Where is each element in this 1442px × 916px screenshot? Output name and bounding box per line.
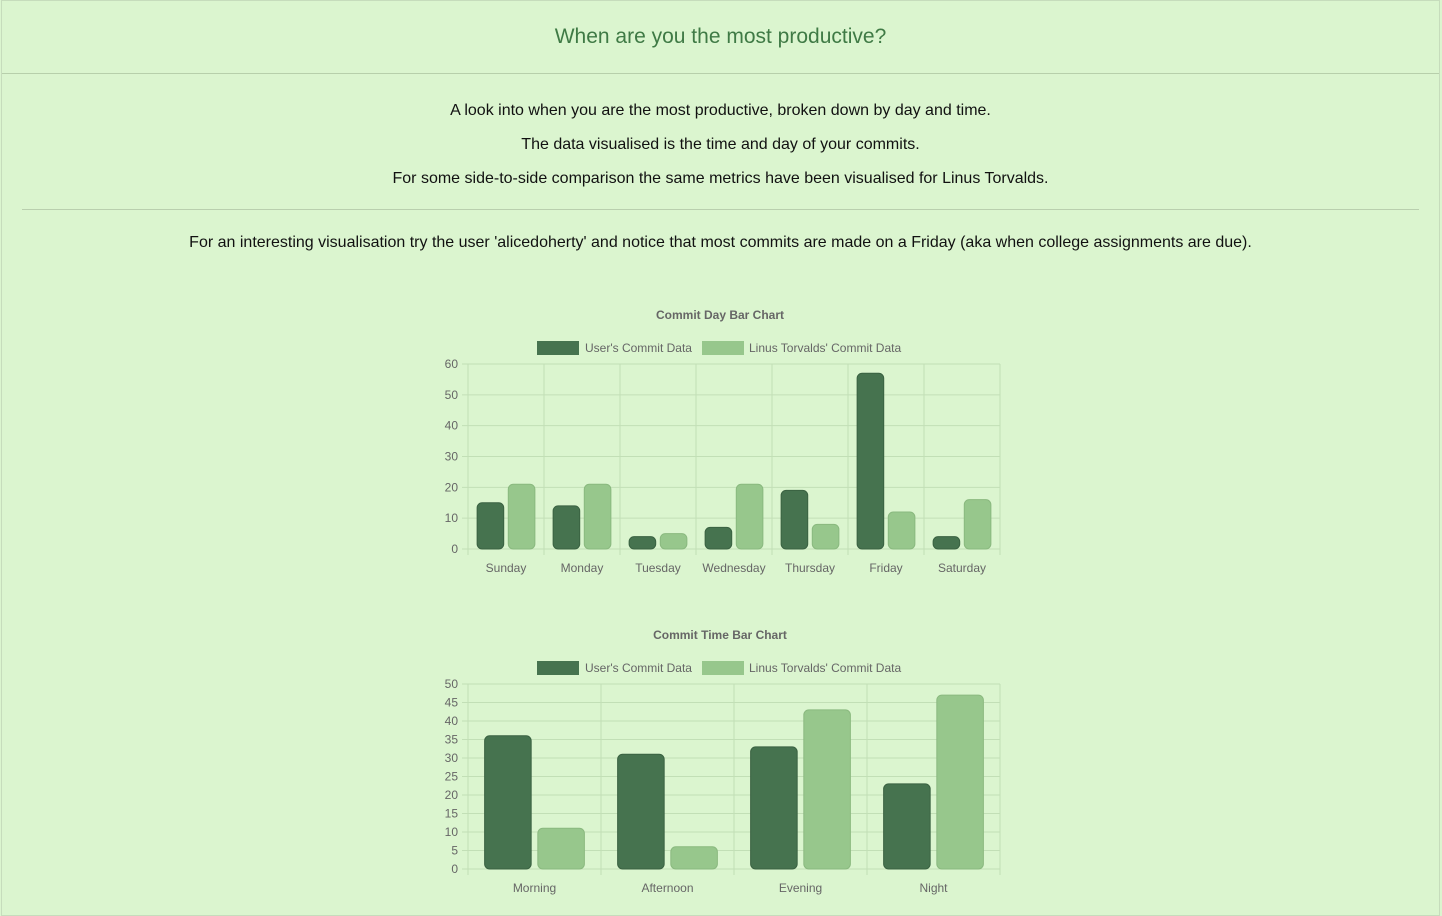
time-chart-xtick-afternoon: Afternoon [641,881,693,895]
divider [22,209,1419,210]
time-chart-legend-label-2: Linus Torvalds' Commit Data [749,661,901,675]
time-chart-bar-linus-evening [803,709,851,870]
time-chart-ytick-5: 5 [451,844,458,858]
intro-text: A look into when you are the most produc… [2,74,1439,209]
time-chart-title: Commit Time Bar Chart [653,628,787,642]
day-chart-xtick-thursday: Thursday [785,561,835,575]
intro-line-2: The data visualised is the time and day … [521,136,920,153]
time-chart-bar-user-morning [484,735,532,870]
time-chart-ytick-50: 50 [445,677,459,691]
day-chart-ytick-40: 40 [445,419,459,433]
day-chart-bar-user-friday [856,372,885,550]
commit-day-chart: Commit Day Bar Chart User's Commit Data Li… [420,300,1020,585]
page-title: When are you the most productive? [554,25,887,48]
day-chart-bar-linus-friday [887,511,916,550]
time-chart-legend-swatch-2 [702,661,744,675]
card-header: When are you the most productive? [2,1,1439,74]
time-chart-ytick-25: 25 [445,770,459,784]
time-chart-ytick-10: 10 [445,825,459,839]
time-chart-bar-user-evening [750,746,798,870]
day-chart-bar-user-tuesday [628,536,657,550]
intro-line-1: A look into when you are the most produc… [450,102,991,119]
day-chart-bar-user-sunday [476,502,505,550]
day-chart-ytick-30: 30 [445,450,459,464]
day-chart-legend-label-1: User's Commit Data [585,341,692,355]
time-chart-bar-user-afternoon [617,753,665,870]
hint-text: For an interesting visualisation try the… [2,210,1439,260]
day-chart-bar-user-saturday [932,536,961,550]
time-chart-ytick-35: 35 [445,733,459,747]
day-chart-xtick-sunday: Sunday [486,561,527,575]
day-chart-xtick-friday: Friday [869,561,902,575]
time-chart-ytick-0: 0 [451,862,458,876]
day-chart-xtick-tuesday: Tuesday [635,561,681,575]
time-chart-legend-swatch-1 [537,661,579,675]
time-chart-bar-linus-night [936,694,984,870]
day-chart-legend-swatch-1 [537,341,579,355]
time-chart-xtick-morning: Morning [513,881,556,895]
time-chart-legend-label-1: User's Commit Data [585,661,692,675]
time-chart-bar-linus-morning [537,827,585,870]
day-chart-ytick-50: 50 [445,388,459,402]
day-chart-legend-label-2: Linus Torvalds' Commit Data [749,341,901,355]
time-chart-ytick-40: 40 [445,714,459,728]
day-chart-bar-user-thursday [780,489,809,550]
day-chart-bar-linus-sunday [507,483,536,550]
day-chart-bar-linus-tuesday [659,533,688,550]
day-chart-bar-linus-wednesday [735,483,764,550]
day-chart-xtick-wednesday: Wednesday [702,561,765,575]
day-chart-bar-user-monday [552,505,581,550]
intro-line-3: For some side-to-side comparison the sam… [392,170,1049,187]
commit-day-chart-svg: Commit Day Bar Chart User's Commit Data Li… [445,308,1001,575]
day-chart-ytick-10: 10 [445,511,459,525]
day-chart-bar-linus-thursday [811,523,840,550]
day-chart-bar-user-wednesday [704,526,733,550]
day-chart-ytick-60: 60 [445,357,459,371]
day-chart-bar-linus-saturday [963,499,992,550]
day-chart-title: Commit Day Bar Chart [656,308,784,322]
time-chart-xtick-night: Night [919,881,948,895]
time-chart-ytick-15: 15 [445,807,459,821]
day-chart-ytick-0: 0 [451,542,458,556]
commit-time-chart-svg: Commit Time Bar Chart User's Commit Data L… [445,628,1001,895]
day-chart-xtick-monday: Monday [561,561,604,575]
commit-time-chart: Commit Time Bar Chart User's Commit Data L… [420,620,1020,905]
time-chart-bar-user-night [883,783,931,870]
time-chart-ytick-30: 30 [445,751,459,765]
time-chart-bar-linus-afternoon [670,846,718,870]
time-chart-xtick-evening: Evening [779,881,822,895]
day-chart-xtick-saturday: Saturday [938,561,986,575]
day-chart-bar-linus-monday [583,483,612,550]
time-chart-ytick-20: 20 [445,788,459,802]
hint-line: For an interesting visualisation try the… [189,234,1252,251]
time-chart-ytick-45: 45 [445,696,459,710]
day-chart-ytick-20: 20 [445,480,459,494]
day-chart-legend-swatch-2 [702,341,744,355]
